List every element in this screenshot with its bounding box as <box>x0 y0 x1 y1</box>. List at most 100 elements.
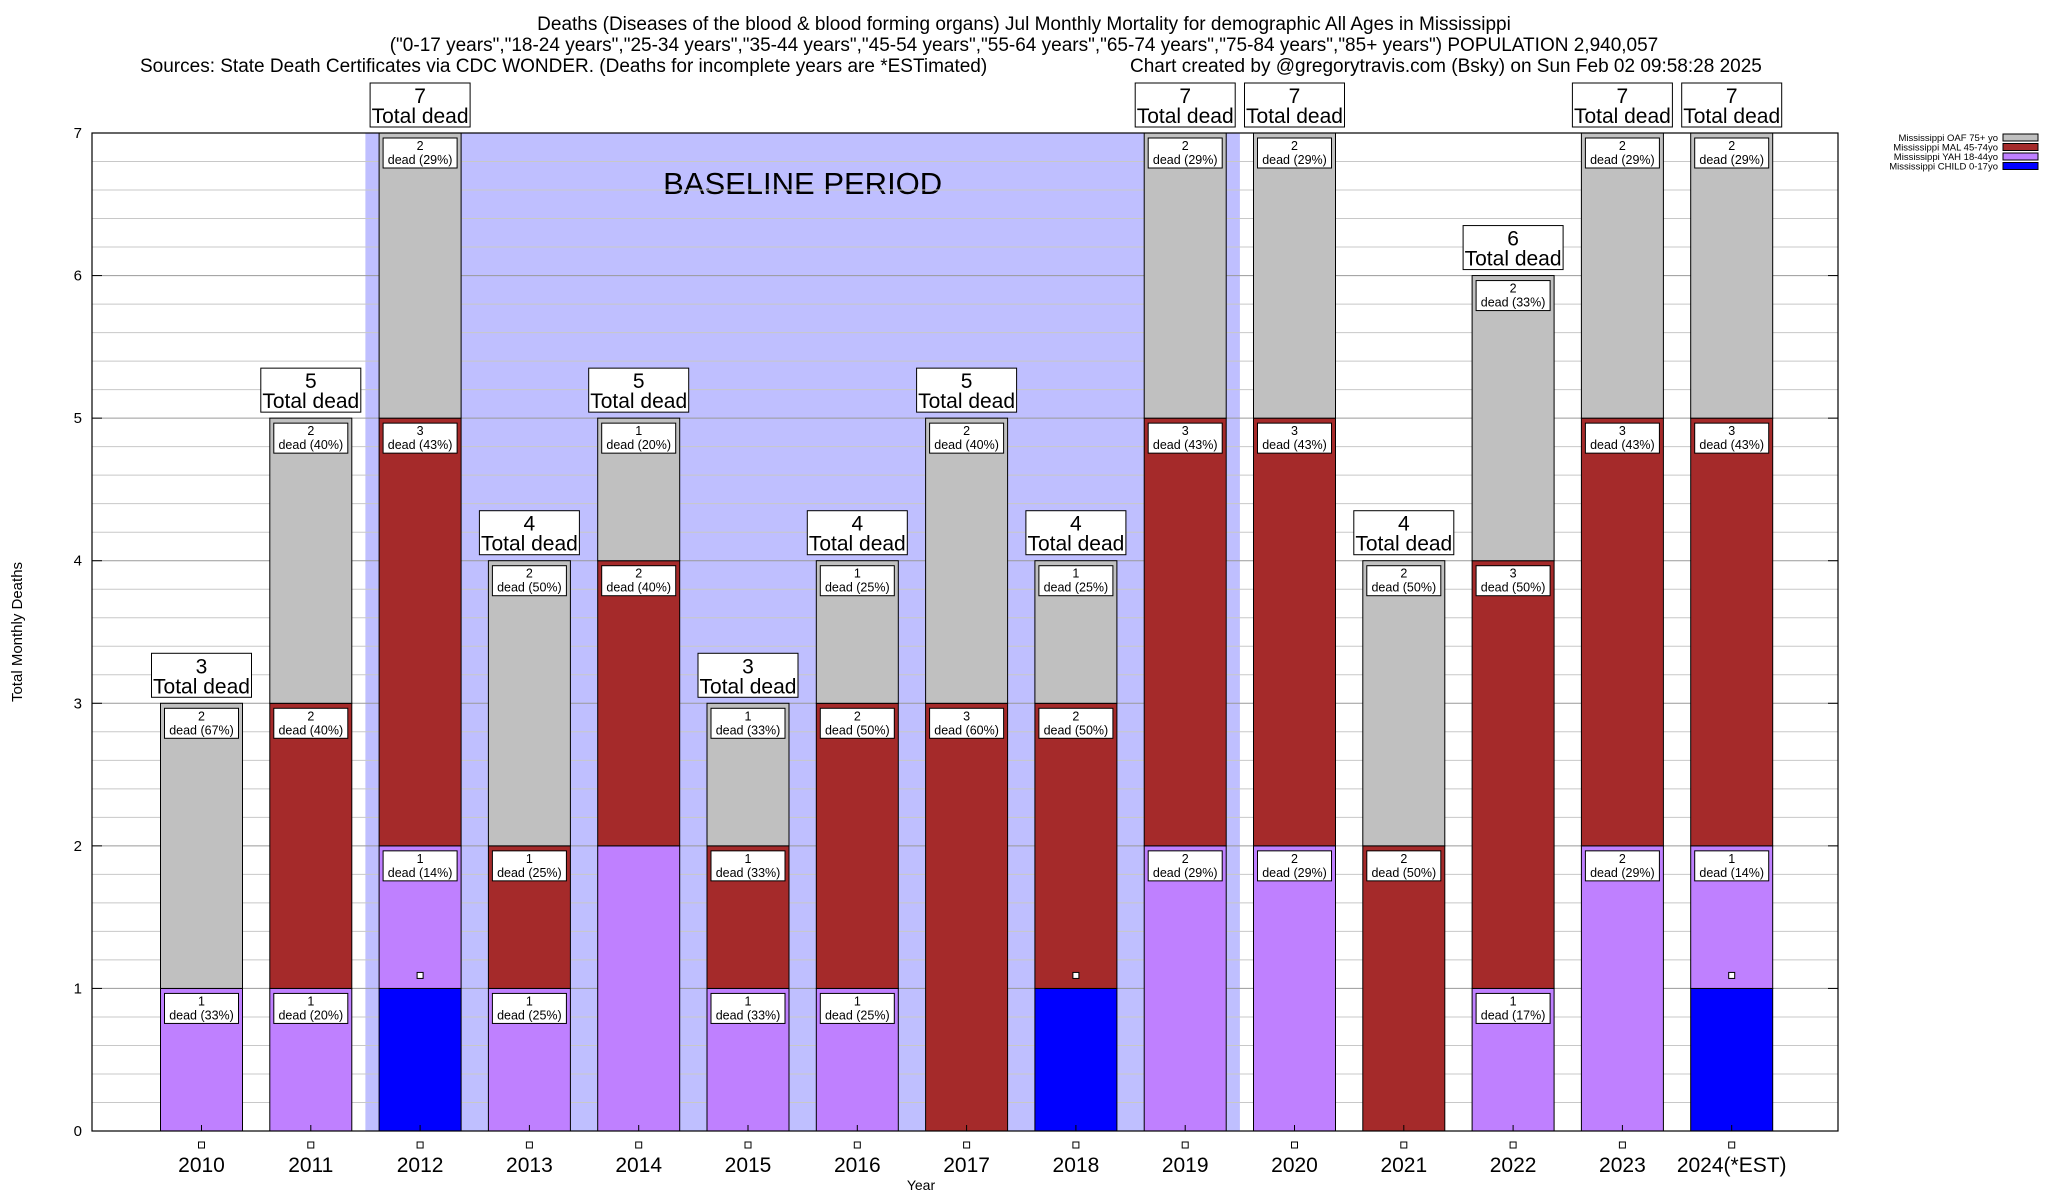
total-count-label: 6 <box>1507 228 1519 251</box>
segment-label-box <box>819 992 895 1024</box>
x-marker <box>1509 1141 1517 1149</box>
segment-label-box <box>164 707 239 739</box>
bar-segment <box>1034 702 1118 989</box>
total-count-label: 7 <box>1617 85 1629 108</box>
bar-segment <box>597 845 681 1132</box>
segment-label-box <box>164 992 239 1024</box>
bar-segment <box>160 702 243 989</box>
segment-percent-label: dead (20%) <box>606 438 671 452</box>
total-count-label: 3 <box>742 655 754 678</box>
total-text-label: Total dead <box>1574 105 1671 128</box>
total-count-label: 7 <box>1179 85 1191 108</box>
x-tick-label: 2018 <box>1053 1154 1100 1177</box>
total-count-label: 5 <box>305 370 317 393</box>
x-tick-label: 2020 <box>1271 1154 1318 1177</box>
chart-header: Deaths (Diseases of the blood & blood fo… <box>0 14 2048 77</box>
segment-label-box <box>273 992 349 1024</box>
total-text-label: Total dead <box>1465 248 1562 271</box>
bar-segment <box>1580 417 1664 847</box>
total-label-box <box>151 652 252 698</box>
segment-count-label: 3 <box>1182 424 1189 438</box>
y-tick-label: 0 <box>74 1123 82 1140</box>
total-count-label: 5 <box>633 370 645 393</box>
segment-percent-label: dead (40%) <box>278 723 343 737</box>
segment-percent-label: dead (29%) <box>1590 153 1655 167</box>
total-text-label: Total dead <box>809 533 906 556</box>
segment-count-label: 1 <box>526 994 533 1008</box>
total-label-box <box>1571 82 1673 128</box>
legend-entry-label: Mississippi YAH 18-44yo <box>1894 152 1998 163</box>
total-label-box <box>1681 82 1783 128</box>
total-label-box <box>478 510 580 556</box>
segment-label-box <box>710 992 786 1024</box>
segment-percent-label: dead (29%) <box>1262 153 1327 167</box>
x-tick-label: 2023 <box>1599 1154 1646 1177</box>
total-count-label: 4 <box>1398 513 1410 536</box>
bar-segment <box>597 560 681 847</box>
total-count-label: 4 <box>1070 513 1082 536</box>
x-tick-label: 2014 <box>615 1154 662 1177</box>
segment-percent-label: dead (43%) <box>388 438 453 452</box>
segment-count-label: 2 <box>854 709 861 723</box>
segment-label-box <box>1147 137 1223 169</box>
segment-label-box <box>819 565 895 597</box>
total-count-label: 7 <box>414 85 426 108</box>
total-count-label: 4 <box>851 513 863 536</box>
segment-label-box <box>1584 137 1660 169</box>
x-marker <box>1618 1141 1626 1149</box>
bar-segment <box>378 132 462 419</box>
bar-segment <box>1690 417 1774 847</box>
x-axis-label: Year <box>907 1177 936 1193</box>
segment-label-box <box>491 992 567 1024</box>
segment-percent-label: dead (50%) <box>1371 581 1436 595</box>
total-text-label: Total dead <box>1246 105 1343 128</box>
segment-label-box <box>382 137 458 169</box>
segment-percent-label: dead (20%) <box>278 1008 343 1022</box>
segment-count-label: 1 <box>1510 994 1517 1008</box>
segment-label-box <box>1475 565 1551 597</box>
bar-segment <box>1362 560 1446 847</box>
segment-count-label: 2 <box>198 709 205 723</box>
segment-label-box <box>1366 850 1442 882</box>
bar-segment <box>378 417 462 847</box>
segment-percent-label: dead (25%) <box>825 1008 890 1022</box>
legend-swatch <box>2002 162 2039 170</box>
total-label-box <box>1025 510 1127 556</box>
segment-count-label: 1 <box>198 994 205 1008</box>
x-tick-label: 2017 <box>943 1154 990 1177</box>
y-tick-label: 4 <box>74 553 82 570</box>
segment-percent-label: dead (33%) <box>716 723 781 737</box>
total-count-label: 7 <box>1726 85 1738 108</box>
segment-count-label: 2 <box>1182 852 1189 866</box>
segment-percent-label: dead (25%) <box>497 1008 562 1022</box>
segment-percent-label: dead (43%) <box>1699 438 1764 452</box>
segment-label-box <box>1147 422 1223 454</box>
bar-segment <box>1253 417 1336 847</box>
segment-count-label: 2 <box>1291 139 1298 153</box>
segment-percent-label: dead (33%) <box>1481 296 1546 310</box>
segment-percent-label: dead (50%) <box>497 581 562 595</box>
segment-count-label: 2 <box>635 567 642 581</box>
legend-entry-label: Mississippi CHILD 0-17yo <box>1889 162 1998 173</box>
x-tick-label: 2024(*EST) <box>1677 1154 1787 1177</box>
segment-percent-label: dead (29%) <box>1699 153 1764 167</box>
segment-label-box <box>1366 565 1442 597</box>
segment-percent-label: dead (25%) <box>497 866 562 880</box>
segment-label-box <box>382 422 458 454</box>
segment-count-label: 2 <box>1619 139 1626 153</box>
segment-count-label: 3 <box>1619 424 1626 438</box>
y-tick-label: 6 <box>74 268 82 285</box>
segment-percent-label: dead (33%) <box>716 866 781 880</box>
segment-count-label: 2 <box>526 567 533 581</box>
total-label-box <box>369 82 471 128</box>
segment-label-box <box>1694 137 1770 169</box>
total-text-label: Total dead <box>481 533 578 556</box>
segment-count-label: 3 <box>963 709 970 723</box>
segment-label-box <box>1584 422 1660 454</box>
segment-percent-label: dead (43%) <box>1590 438 1655 452</box>
segment-label-box <box>710 707 786 739</box>
segment-label-box <box>1038 707 1114 739</box>
y-tick-label: 3 <box>74 695 82 712</box>
x-marker <box>1072 1141 1080 1149</box>
segment-percent-label: dead (29%) <box>1153 153 1218 167</box>
